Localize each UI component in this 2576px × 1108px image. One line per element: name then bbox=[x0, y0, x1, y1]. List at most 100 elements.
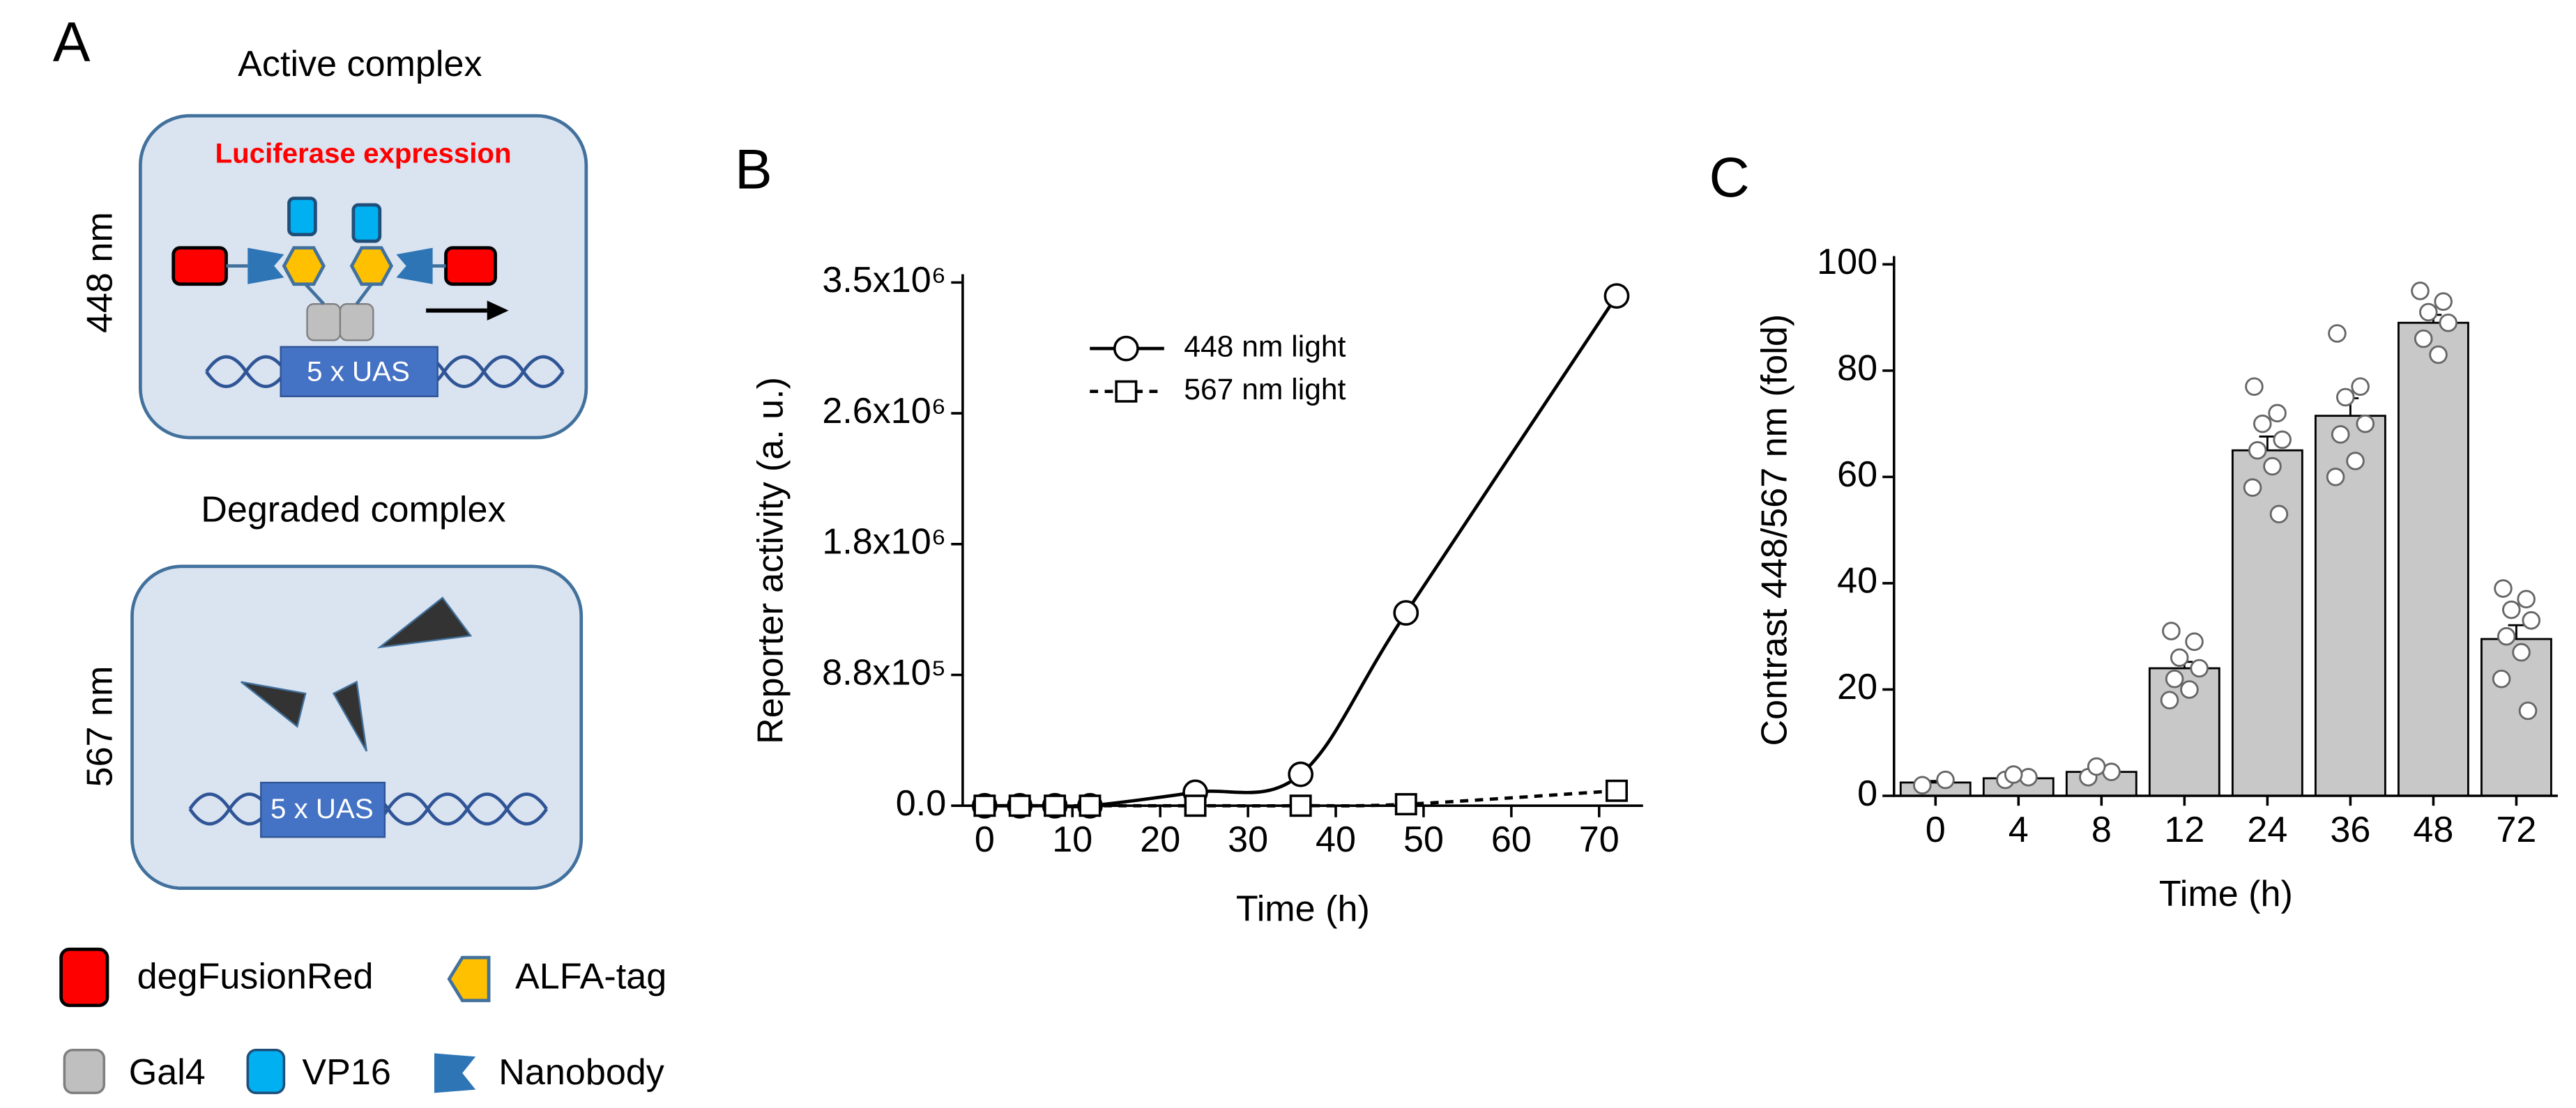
data-point bbox=[2019, 768, 2038, 787]
data-point bbox=[2160, 691, 2179, 709]
data-point bbox=[2268, 403, 2287, 423]
x-tick-label: 20 bbox=[1140, 820, 1180, 860]
marker bbox=[1113, 335, 1139, 362]
marker bbox=[1603, 283, 1630, 309]
alfa-tag bbox=[282, 246, 326, 286]
y-tick-label: 40 bbox=[1837, 561, 1877, 601]
data-point bbox=[2328, 324, 2347, 343]
promoter-label: 5 x UAS bbox=[270, 793, 374, 824]
x-tick-label: 36 bbox=[2330, 810, 2370, 850]
y-tick-label: 1.8x10⁶ bbox=[822, 522, 946, 562]
data-point bbox=[2492, 669, 2511, 688]
fragment bbox=[376, 597, 473, 649]
x-tick-label: 40 bbox=[1316, 820, 1356, 860]
data-point bbox=[2190, 659, 2209, 678]
wavelength: 567 nm bbox=[80, 666, 121, 787]
diagram: A Active complex 448 nm Luciferase expre… bbox=[53, 11, 666, 1095]
legend-icon bbox=[63, 1048, 105, 1095]
data-point bbox=[2185, 632, 2204, 652]
marker bbox=[1288, 761, 1314, 787]
legend-icon bbox=[59, 947, 109, 1008]
wavelength: 448 nm bbox=[80, 212, 121, 333]
bar bbox=[2231, 449, 2303, 797]
diagram-title: Degraded complex bbox=[201, 489, 505, 530]
bar bbox=[2065, 771, 2137, 797]
data-point bbox=[2517, 590, 2536, 609]
y-tick-label: 3.5x10⁶ bbox=[822, 260, 946, 300]
data-point bbox=[2512, 643, 2531, 662]
x-tick-label: 0 bbox=[975, 820, 995, 860]
x-axis-label: Time (h) bbox=[1236, 889, 1370, 930]
y-tick-label: 100 bbox=[1817, 242, 1877, 282]
fragment bbox=[332, 680, 367, 752]
bar bbox=[1899, 781, 1972, 797]
data-point bbox=[2165, 669, 2184, 688]
y-tick-label: 20 bbox=[1837, 667, 1877, 707]
y-tick-label: 8.8x10⁵ bbox=[822, 652, 946, 693]
data-point bbox=[2248, 440, 2267, 460]
legend-text: VP16 bbox=[302, 1052, 390, 1093]
y-axis-label: Contrast 448/567 nm (fold) bbox=[1754, 314, 1794, 746]
data-point bbox=[2502, 600, 2521, 620]
y-tick-label: 0.0 bbox=[896, 783, 946, 824]
y-tick-label: 2.6x10⁶ bbox=[822, 391, 946, 431]
marker bbox=[1079, 794, 1102, 817]
alfa-tag bbox=[349, 246, 394, 286]
vp16 bbox=[351, 203, 382, 243]
x-tick-label: 30 bbox=[1228, 820, 1268, 860]
degfusionred bbox=[172, 246, 228, 286]
marker bbox=[1605, 779, 1628, 802]
data-point bbox=[2429, 345, 2448, 364]
data-point bbox=[2004, 765, 2023, 784]
data-point bbox=[2497, 626, 2516, 646]
marker bbox=[1289, 794, 1312, 817]
legend-icon bbox=[434, 1053, 476, 1093]
x-tick-label: 10 bbox=[1052, 820, 1092, 860]
panel-label: A bbox=[53, 11, 91, 74]
x-tick-label: 72 bbox=[2496, 810, 2536, 850]
marker bbox=[1393, 600, 1419, 626]
data-point bbox=[2522, 611, 2541, 630]
data-point bbox=[2170, 648, 2189, 667]
error-bar bbox=[2259, 436, 2276, 451]
legend-text: degFusionRed bbox=[137, 957, 374, 997]
x-tick-label: 4 bbox=[2009, 810, 2029, 850]
data-point bbox=[2518, 701, 2538, 721]
data-point bbox=[2346, 452, 2365, 470]
legend-text: 567 nm light bbox=[1184, 373, 1346, 406]
panel-label: B bbox=[735, 138, 772, 201]
data-point bbox=[2411, 282, 2430, 300]
panel-label: C bbox=[1709, 146, 1749, 209]
x-axis-label: Time (h) bbox=[2159, 874, 2293, 914]
legend-text: ALFA-tag bbox=[515, 957, 666, 997]
data-point bbox=[2331, 425, 2350, 444]
marker bbox=[1394, 793, 1417, 816]
data-point bbox=[2245, 377, 2264, 396]
vp16 bbox=[287, 197, 317, 237]
data-point bbox=[2414, 329, 2433, 348]
gal4 bbox=[306, 302, 342, 341]
marker bbox=[1044, 794, 1067, 817]
data-point bbox=[2356, 414, 2375, 433]
data-point bbox=[2253, 414, 2272, 433]
data-point bbox=[2419, 302, 2438, 322]
promoter-box bbox=[280, 346, 439, 397]
error-bar bbox=[2508, 624, 2525, 640]
x-tick-label: 24 bbox=[2247, 810, 2287, 850]
data-point bbox=[2180, 680, 2199, 699]
degfusionred bbox=[444, 246, 497, 286]
y-axis-label: Reporter activity (a. u.) bbox=[750, 377, 791, 744]
y-tick-label: 80 bbox=[1837, 348, 1877, 389]
axis-line bbox=[1892, 256, 2558, 797]
legend-text: 448 nm light bbox=[1184, 330, 1346, 363]
promoter-box bbox=[260, 781, 386, 838]
x-tick-label: 0 bbox=[1926, 810, 1946, 850]
data-point bbox=[2439, 313, 2457, 332]
legend-icon bbox=[447, 955, 491, 1003]
marker bbox=[1184, 794, 1207, 817]
nanobody bbox=[396, 247, 433, 284]
x-tick-label: 12 bbox=[2164, 810, 2204, 850]
marker bbox=[1115, 380, 1138, 403]
y-tick-label: 60 bbox=[1837, 454, 1877, 495]
x-tick-label: 70 bbox=[1579, 820, 1619, 860]
